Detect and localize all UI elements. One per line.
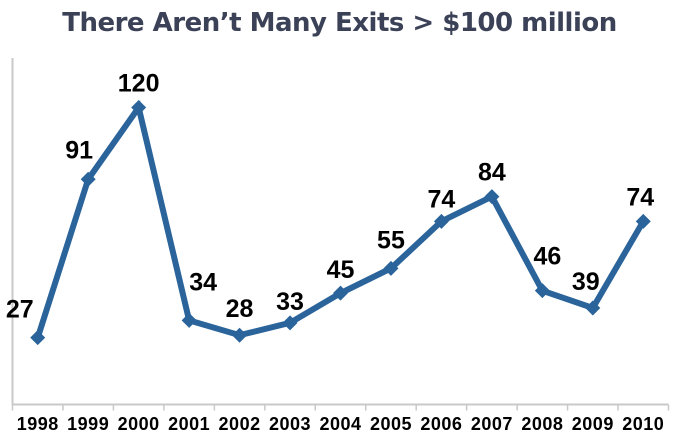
x-tick-label-1999: 1999 xyxy=(67,414,109,434)
data-label-2006: 74 xyxy=(428,185,456,213)
data-label-2008: 46 xyxy=(533,243,561,271)
x-tick-label-2006: 2006 xyxy=(420,414,462,434)
data-point-2000 xyxy=(131,100,147,115)
data-point-2009 xyxy=(585,300,601,316)
data-point-2003 xyxy=(282,315,298,331)
data-label-2005: 55 xyxy=(377,226,405,254)
x-tick-label-2007: 2007 xyxy=(471,414,513,434)
data-point-2006 xyxy=(433,213,449,229)
x-tick-label-2003: 2003 xyxy=(269,414,311,434)
x-tick-label-2010: 2010 xyxy=(622,414,664,434)
data-label-2010: 74 xyxy=(626,183,654,211)
chart-title: There Aren’t Many Exits > $100 million xyxy=(62,8,617,38)
data-point-1999 xyxy=(80,171,96,187)
data-label-2009: 39 xyxy=(572,268,600,296)
data-line xyxy=(34,100,646,339)
data-point-2002 xyxy=(232,327,248,343)
data-label-2007: 84 xyxy=(478,159,506,187)
data-label-1998: 27 xyxy=(6,296,34,324)
data-point-1998 xyxy=(30,330,46,346)
x-tick-label-2000: 2000 xyxy=(118,414,160,434)
data-label-2001: 34 xyxy=(189,268,217,296)
x-tick-label-2004: 2004 xyxy=(319,414,361,434)
axis-lines xyxy=(11,58,669,406)
data-point-2001 xyxy=(181,312,197,328)
data-label-1999: 91 xyxy=(65,136,93,164)
x-tick-label-2002: 2002 xyxy=(219,414,261,434)
data-point-2008 xyxy=(534,283,550,299)
data-point-2004 xyxy=(333,285,348,301)
data-point-2007 xyxy=(484,189,500,205)
data-label-2004: 45 xyxy=(327,256,355,284)
data-label-2002: 28 xyxy=(226,295,254,323)
x-tick-label-2009: 2009 xyxy=(572,414,614,434)
data-label-2003: 33 xyxy=(276,288,304,316)
x-tick-label-2008: 2008 xyxy=(521,414,563,434)
data-label-2000: 120 xyxy=(118,70,160,98)
x-tick-label-2005: 2005 xyxy=(370,414,412,434)
data-point-2005 xyxy=(383,260,399,276)
data-point-2010 xyxy=(635,213,651,229)
x-tick-label-2001: 2001 xyxy=(168,414,210,434)
x-tick-label-1998: 1998 xyxy=(17,414,59,434)
